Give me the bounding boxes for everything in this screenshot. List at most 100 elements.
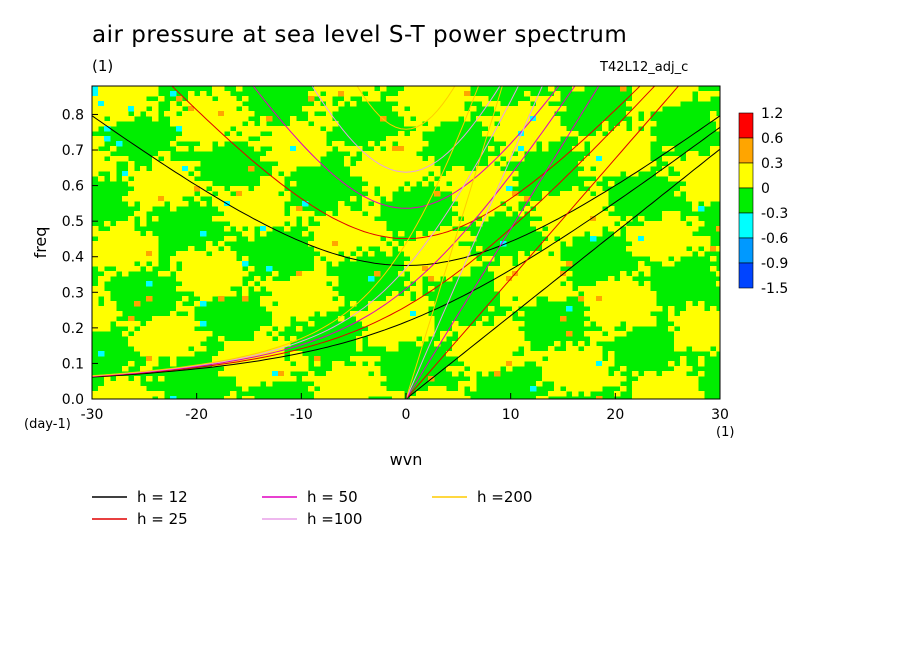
- heatmap-cell: [686, 181, 693, 187]
- heatmap-cell: [302, 366, 309, 372]
- heatmap-cell: [476, 351, 483, 357]
- heatmap-cell: [590, 361, 597, 367]
- heatmap-cell: [542, 251, 549, 257]
- heatmap-cell: [422, 161, 429, 167]
- heatmap-cell: [314, 266, 321, 272]
- heatmap-cell: [548, 296, 555, 302]
- heatmap-cell: [428, 116, 435, 122]
- heatmap-cell: [440, 271, 447, 277]
- heatmap-cell: [224, 196, 231, 202]
- heatmap-cell: [548, 266, 555, 272]
- heatmap-cell: [602, 201, 609, 207]
- heatmap-cell: [638, 91, 645, 97]
- heatmap-cell: [458, 261, 465, 267]
- heatmap-cell: [152, 261, 159, 267]
- heatmap-cell: [698, 241, 705, 247]
- x-axis-label: wvn: [390, 450, 423, 469]
- heatmap-cell: [200, 281, 207, 287]
- heatmap-cell: [362, 316, 369, 322]
- curve-kelvin-25: [405, 86, 680, 399]
- heatmap-cell: [98, 166, 105, 172]
- heatmap-cell: [230, 116, 237, 122]
- heatmap-cell: [284, 131, 291, 137]
- heatmap-cell: [602, 321, 609, 327]
- heatmap-cell: [332, 381, 339, 387]
- heatmap-cell: [164, 171, 171, 177]
- heatmap-cell: [116, 111, 123, 117]
- heatmap-cell: [146, 391, 153, 397]
- heatmap-cell: [548, 371, 555, 377]
- heatmap-cell: [698, 306, 705, 312]
- heatmap-cell: [164, 196, 171, 202]
- heatmap-cell: [266, 226, 273, 232]
- heatmap-cell: [248, 196, 255, 202]
- heatmap-cell: [290, 126, 297, 132]
- heatmap-cell: [692, 331, 699, 337]
- heatmap-cell: [392, 336, 399, 342]
- heatmap-cell: [608, 291, 615, 297]
- heatmap-cell: [638, 316, 645, 322]
- heatmap-cell: [482, 176, 489, 182]
- heatmap-cell: [356, 226, 363, 232]
- y-tick-label: 0.4: [62, 250, 84, 266]
- heatmap-cell: [422, 306, 429, 312]
- heatmap-cell: [548, 261, 555, 267]
- heatmap-cell: [368, 196, 375, 202]
- heatmap-cell: [704, 171, 711, 177]
- heatmap-cell: [632, 301, 639, 307]
- heatmap-cell: [608, 336, 615, 342]
- heatmap-cell: [248, 376, 255, 382]
- heatmap-cell: [380, 241, 387, 247]
- heatmap-cell: [452, 241, 459, 247]
- heatmap-cell: [464, 266, 471, 272]
- heatmap-cell: [146, 91, 153, 97]
- heatmap-cell: [716, 186, 720, 192]
- heatmap-cell: [716, 191, 720, 197]
- heatmap-cell: [482, 121, 489, 127]
- heatmap-cell: [170, 111, 177, 117]
- heatmap-cell: [542, 121, 549, 127]
- heatmap-cell: [398, 91, 405, 97]
- heatmap-cell: [668, 101, 675, 107]
- heatmap-cell: [92, 291, 99, 297]
- heatmap-cell: [530, 286, 537, 292]
- heatmap-cell: [272, 141, 279, 147]
- heatmap-cell: [248, 166, 255, 172]
- heatmap-cell: [194, 266, 201, 272]
- heatmap-cell: [500, 196, 507, 202]
- heatmap-cell: [692, 241, 699, 247]
- heatmap-cell: [182, 286, 189, 292]
- heatmap-cell: [536, 351, 543, 357]
- heatmap-cell: [506, 176, 513, 182]
- heatmap-cell: [122, 221, 129, 227]
- heatmap-cell: [566, 371, 573, 377]
- heatmap-cell: [218, 186, 225, 192]
- heatmap-cell: [206, 116, 213, 122]
- curve-gravity-100: [311, 86, 501, 173]
- heatmap-cell: [668, 96, 675, 102]
- heatmap-cell: [602, 161, 609, 167]
- heatmap-cell: [128, 316, 135, 322]
- heatmap-cell: [116, 261, 123, 267]
- heatmap-cell: [176, 136, 183, 142]
- heatmap-cell: [338, 301, 345, 307]
- heatmap-cell: [386, 151, 393, 157]
- heatmap-cell: [272, 181, 279, 187]
- heatmap-cell: [530, 146, 537, 152]
- heatmap-cell: [626, 131, 633, 137]
- heatmap-cell: [548, 256, 555, 262]
- heatmap-cell: [236, 281, 243, 287]
- heatmap-cell: [326, 116, 333, 122]
- heatmap-cell: [512, 341, 519, 347]
- heatmap-cell: [188, 116, 195, 122]
- heatmap-cell: [536, 381, 543, 387]
- heatmap-cell: [224, 111, 231, 117]
- heatmap-cell: [296, 281, 303, 287]
- heatmap-cell: [656, 226, 663, 232]
- heatmap-cell: [194, 301, 201, 307]
- heatmap-cell: [278, 376, 285, 382]
- heatmap-cell: [188, 186, 195, 192]
- heatmap-cell: [368, 326, 375, 332]
- heatmap-cell: [626, 281, 633, 287]
- heatmap-cell: [560, 106, 567, 112]
